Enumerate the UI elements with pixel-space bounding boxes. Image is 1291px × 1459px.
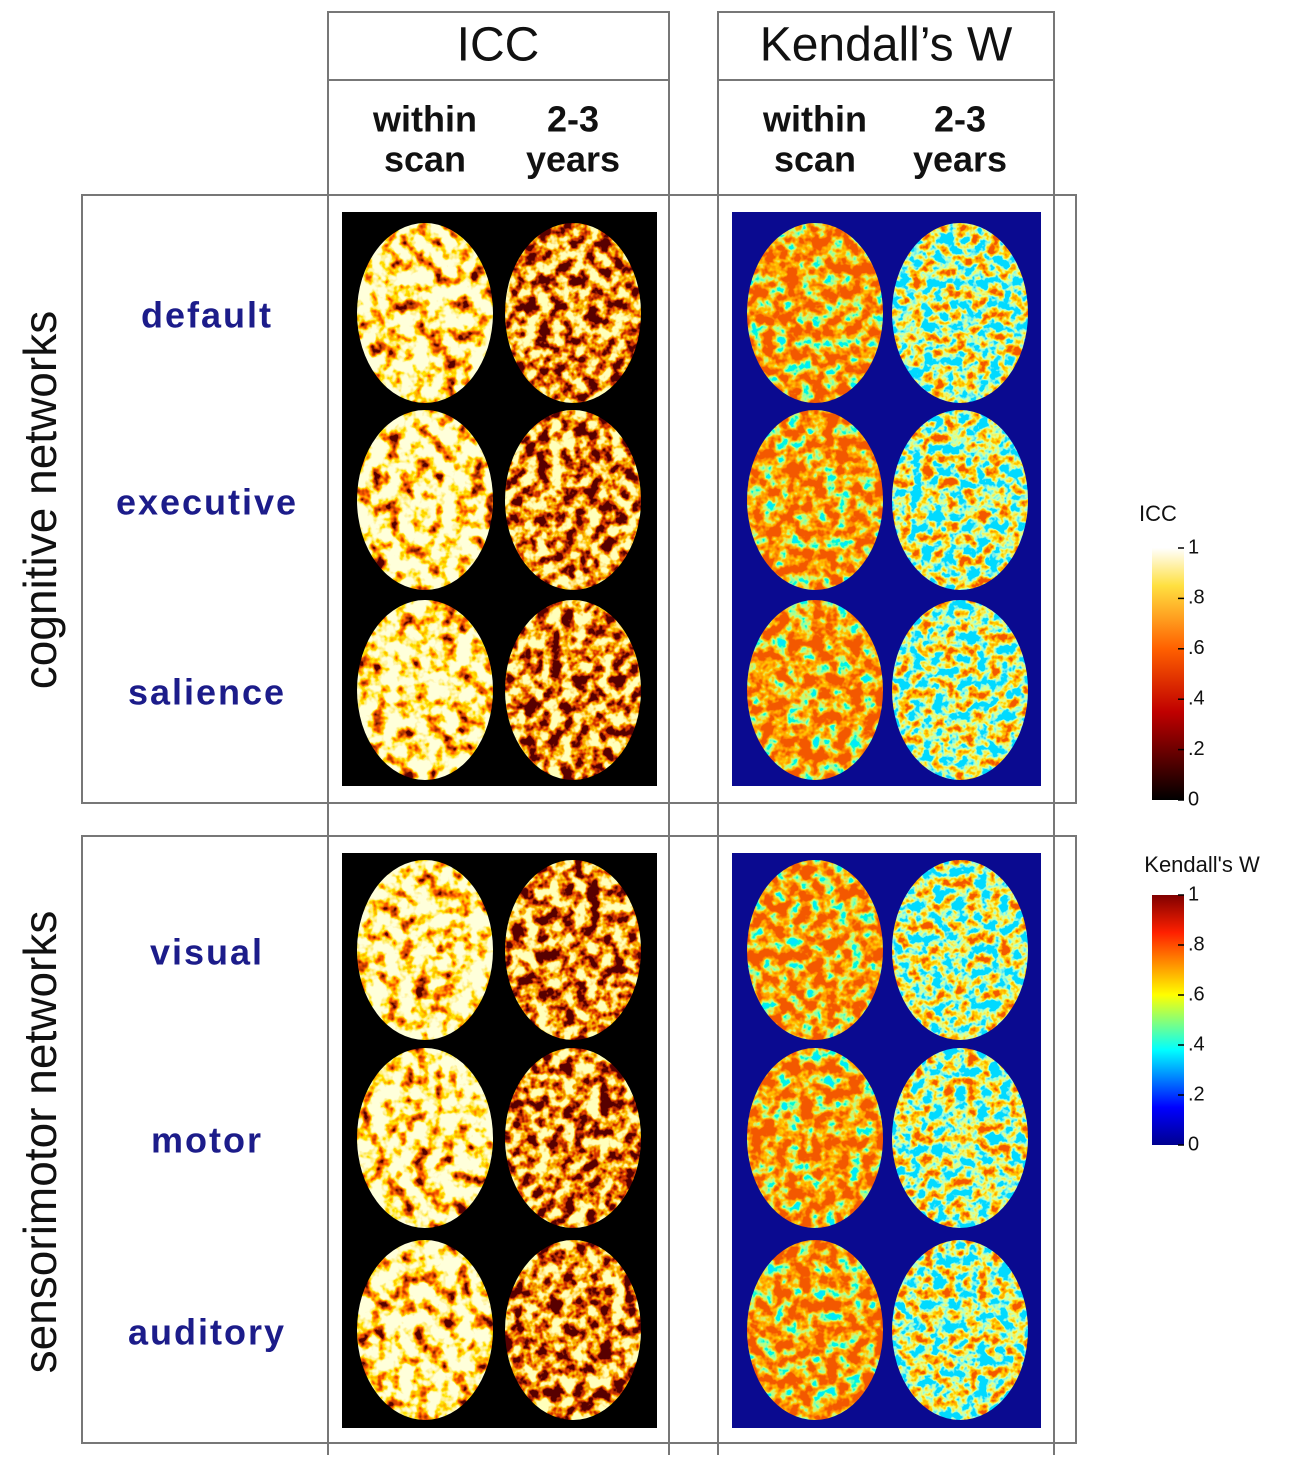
subcolumn-label: within (762, 99, 867, 140)
colorbar-tick-label: 0 (1188, 1133, 1199, 1155)
brain-map (357, 860, 493, 1040)
colorbar-tick-label: 1 (1188, 883, 1199, 905)
brain-map (747, 1240, 883, 1420)
subcolumn-label: 2-3 (547, 99, 599, 140)
brain-map (892, 1048, 1028, 1228)
row-label: default (141, 295, 273, 336)
brain-map (747, 860, 883, 1040)
brain-map (505, 1048, 641, 1228)
colorbar-tick-label: .4 (1188, 1033, 1205, 1055)
group-label: sensorimotor networks (14, 911, 66, 1374)
brain-map (747, 223, 883, 403)
subcolumn-label: years (913, 139, 1007, 180)
colorbar-title: Kendall's W (1144, 852, 1260, 877)
row-label: salience (128, 672, 286, 713)
row-label: visual (150, 932, 264, 973)
colorbar-tick-label: .6 (1188, 637, 1205, 659)
figure: ICCwithinscan2-3yearsKendall’s Wwithinsc… (0, 0, 1291, 1459)
colorbar-tick-label: .8 (1188, 933, 1205, 955)
brain-map (892, 410, 1028, 590)
colorbar-tick-label: 0 (1188, 788, 1199, 810)
colorbar-tick-label: 1 (1188, 536, 1199, 558)
column-title: Kendall’s W (760, 19, 1013, 72)
row-label: motor (151, 1120, 263, 1161)
colorbar-tick-label: .8 (1188, 587, 1205, 609)
colorbar-title: ICC (1139, 501, 1177, 526)
group-label: cognitive networks (14, 311, 66, 689)
row-label: auditory (128, 1312, 286, 1353)
colorbar (1152, 548, 1184, 800)
colorbar-tick-label: .6 (1188, 983, 1205, 1005)
brain-map (357, 600, 493, 780)
colorbar (1152, 895, 1184, 1145)
column-title: ICC (457, 19, 540, 72)
subcolumn-label: 2-3 (934, 99, 986, 140)
brain-map (357, 1240, 493, 1420)
subcolumn-label: scan (774, 139, 856, 180)
subcolumn-label: years (526, 139, 620, 180)
brain-map (505, 600, 641, 780)
brain-map (747, 1048, 883, 1228)
brain-map (357, 410, 493, 590)
colorbar-tick-label: .2 (1188, 738, 1205, 760)
brain-map (505, 860, 641, 1040)
brain-map (357, 223, 493, 403)
brain-map (892, 223, 1028, 403)
subcolumn-label: scan (384, 139, 466, 180)
brain-map (505, 223, 641, 403)
brain-map (505, 1240, 641, 1420)
brain-map (892, 600, 1028, 780)
brain-map (892, 860, 1028, 1040)
subcolumn-label: within (372, 99, 477, 140)
brain-map (505, 410, 641, 590)
colorbar-tick-label: .2 (1188, 1083, 1205, 1105)
brain-map (747, 600, 883, 780)
brain-map (892, 1240, 1028, 1420)
row-label: executive (116, 482, 298, 523)
brain-map (747, 410, 883, 590)
colorbar-tick-label: .4 (1188, 687, 1205, 709)
brain-map (357, 1048, 493, 1228)
